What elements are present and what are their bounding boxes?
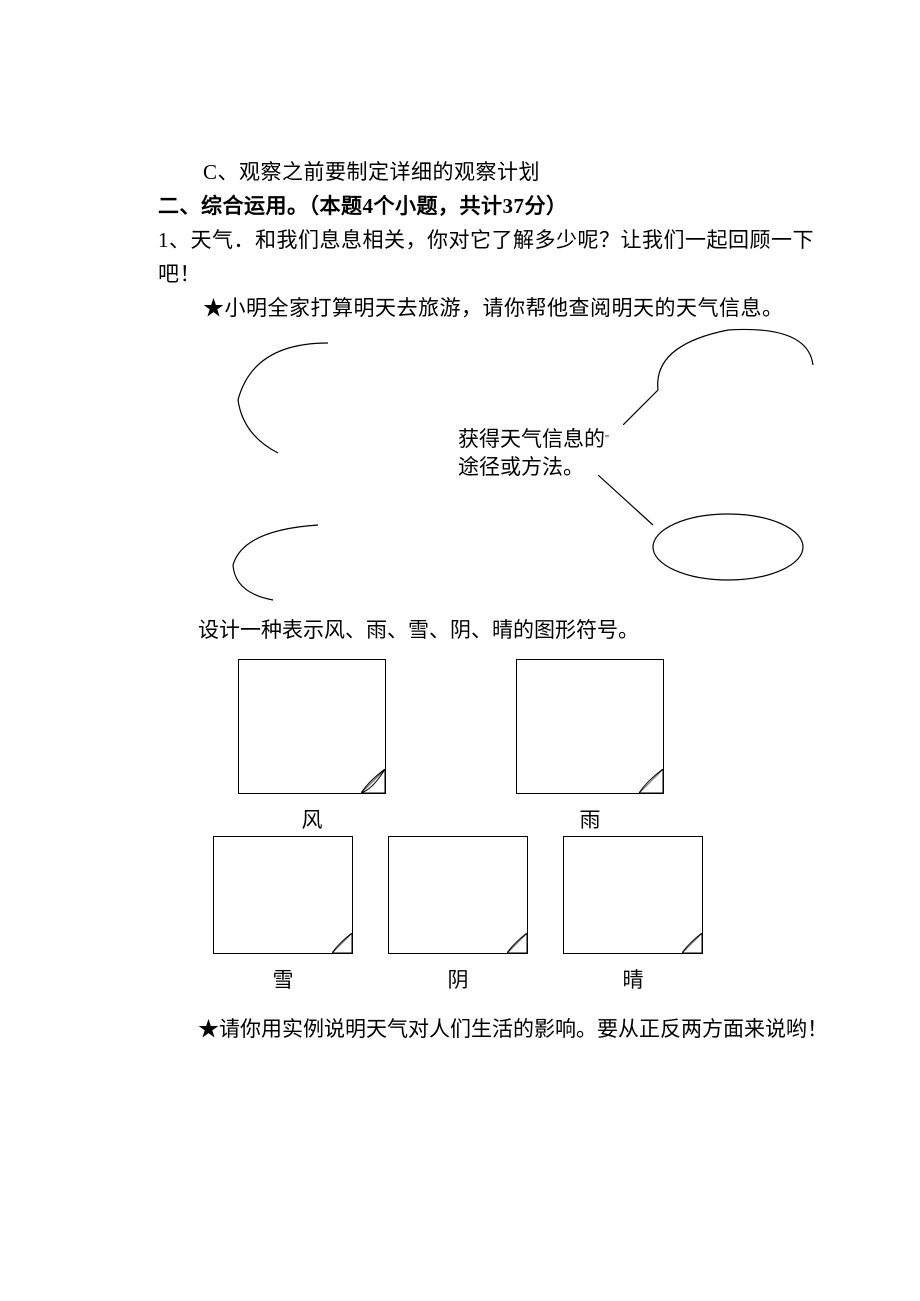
fold-icon	[682, 933, 702, 953]
center-label: 获得天气信息的'' 途径或方法。	[458, 425, 609, 481]
page-content: C、观察之前要制定详细的观察计划 二、综合运用。（本题4个小题，共计37分） 1…	[0, 155, 920, 1046]
bubble-top-right	[648, 315, 818, 410]
box-sunny: 晴	[563, 836, 703, 994]
label-rain: 雨	[580, 804, 601, 834]
star-2-text: ★请你用实例说明天气对人们生活的影响。要从正反两方面来说哟！	[198, 1012, 850, 1046]
note-box-sunny	[563, 836, 703, 954]
connector-bottom-right	[598, 475, 658, 530]
center-line-1: 获得天气信息的	[458, 427, 605, 451]
label-wind: 风	[302, 804, 323, 834]
fold-icon	[639, 769, 663, 793]
label-sunny: 晴	[623, 964, 644, 994]
bubble-bottom-right	[648, 510, 808, 585]
center-mark: ''	[605, 433, 609, 445]
note-box-wind	[238, 659, 386, 794]
note-box-snow	[213, 836, 353, 954]
fold-icon	[507, 933, 527, 953]
note-box-cloudy	[388, 836, 528, 954]
mind-map-diagram: 获得天气信息的'' 途径或方法。	[198, 330, 818, 605]
connector-top-right	[623, 385, 673, 425]
symbol-boxes-row-2: 雪 阴 晴	[213, 836, 850, 994]
option-c-text: C、观察之前要制定详细的观察计划	[158, 155, 850, 189]
section-2-title: 二、综合运用。（本题4个小题，共计37分）	[158, 189, 850, 223]
symbol-boxes-row-1: 风 雨	[238, 659, 850, 834]
design-prompt-text: 设计一种表示风、雨、雪、阴、晴的图形符号。	[198, 613, 850, 647]
bubble-bottom-left	[223, 515, 393, 605]
fold-icon	[361, 769, 385, 793]
box-rain: 雨	[516, 659, 664, 834]
fold-icon	[332, 933, 352, 953]
question-1-text: 1、天气．和我们息息相关，你对它了解多少呢？让我们一起回顾一下吧！	[158, 223, 850, 291]
center-line-2: 途径或方法。	[458, 455, 584, 479]
note-box-rain	[516, 659, 664, 794]
box-wind: 风	[238, 659, 386, 834]
label-cloudy: 阴	[448, 964, 469, 994]
box-snow: 雪	[213, 836, 353, 994]
bubble-top-left	[218, 335, 438, 465]
box-cloudy: 阴	[388, 836, 528, 994]
label-snow: 雪	[273, 964, 294, 994]
